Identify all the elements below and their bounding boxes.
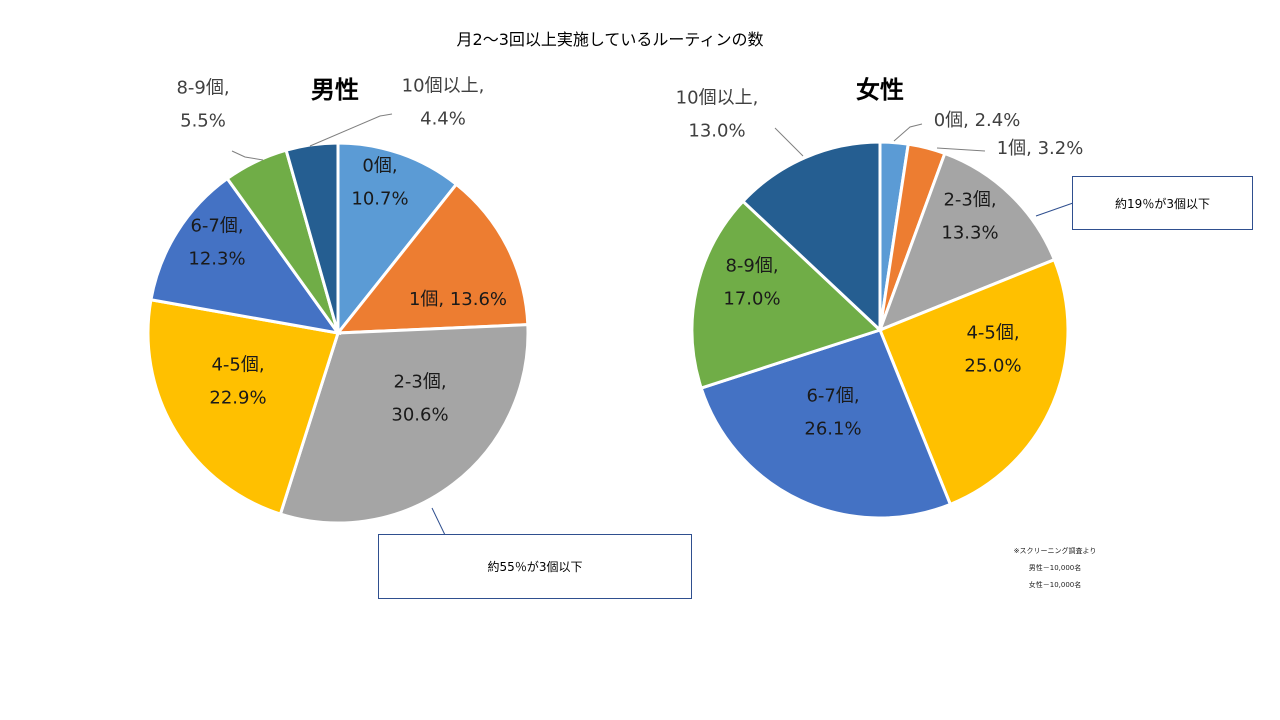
female-pie-chart: 女性 0個, 2.4% 1個, 3.2% 2-3個, 13.3% 4-5個, 25.0% 6… xyxy=(676,76,1084,520)
male-sample-note: 男性－10,000名 xyxy=(1028,564,1082,572)
female-leader-line-10plus xyxy=(774,127,804,157)
male-slice-4-5 xyxy=(146,298,340,516)
female-annotation-text: 約19％が3個以下 xyxy=(1115,196,1210,211)
female-slice-8-9 xyxy=(690,199,883,390)
male-slice-2-3 xyxy=(278,323,530,525)
female-data-label-1: 1個, 3.2% xyxy=(997,138,1084,159)
survey-source-note: ※スクリーニング調査より xyxy=(1013,547,1097,555)
female-leader-line-1 xyxy=(936,147,986,152)
female-callout-pointer xyxy=(1035,202,1074,217)
male-leader-line-10plus xyxy=(309,113,393,147)
male-data-label-4-5: 4-5個, 22.9% xyxy=(209,355,266,409)
female-sample-note: 女性－10,000名 xyxy=(1028,581,1082,589)
male-data-label-10plus: 10個以上, 4.4% xyxy=(402,76,485,130)
male-slice-0 xyxy=(336,141,459,338)
female-data-label-4-5: 4-5個, 25.0% xyxy=(964,323,1021,377)
page-title: 月2〜3回以上実施しているルーティンの数 xyxy=(457,30,764,49)
male-data-label-2-3: 2-3個, 30.6% xyxy=(391,372,448,426)
female-annotation-callout: 約19％が3個以下 xyxy=(1072,176,1253,230)
male-pie-chart: 男性 0個, 10.7% 1個, 13.6% 2-3個, 30.6% 4-5個, 22.9%… xyxy=(146,76,530,536)
female-slice-2-3 xyxy=(877,151,1057,333)
female-slice-6-7 xyxy=(699,328,953,520)
male-data-label-0: 0個, 10.7% xyxy=(351,156,408,210)
male-slice-6-7 xyxy=(149,176,342,336)
female-leader-line-0 xyxy=(893,123,923,142)
male-chart-title: 男性 xyxy=(311,76,359,104)
male-leader-line-8-9 xyxy=(231,150,264,161)
female-data-label-6-7: 6-7個, 26.1% xyxy=(804,386,861,440)
female-data-label-0: 0個, 2.4% xyxy=(934,110,1021,131)
female-data-label-10plus: 10個以上, 13.0% xyxy=(676,88,759,142)
male-annotation-callout: 約55％が3個以下 xyxy=(378,534,692,599)
male-slice-1 xyxy=(334,182,530,335)
female-slice-10plus xyxy=(740,140,882,334)
female-data-label-2-3: 2-3個, 13.3% xyxy=(941,190,998,244)
male-data-label-6-7: 6-7個, 12.3% xyxy=(188,216,245,270)
female-data-label-8-9: 8-9個, 17.0% xyxy=(723,256,780,310)
male-annotation-text: 約55％が3個以下 xyxy=(487,560,583,574)
male-data-label-1: 1個, 13.6% xyxy=(409,289,507,310)
female-chart-title: 女性 xyxy=(856,76,904,104)
male-data-label-8-9: 8-9個, 5.5% xyxy=(176,78,229,132)
male-callout-pointer xyxy=(431,507,446,536)
